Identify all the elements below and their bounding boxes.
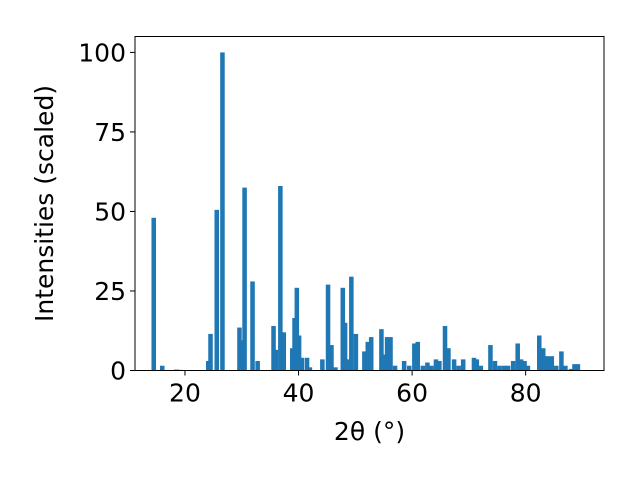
- bar: [333, 367, 338, 371]
- bar: [525, 365, 531, 371]
- bar: [515, 343, 520, 371]
- bar: [518, 359, 524, 371]
- bar: [559, 351, 564, 371]
- x-tick-label: 80: [510, 379, 542, 408]
- bar: [415, 341, 421, 371]
- bar: [406, 365, 412, 371]
- bar: [278, 186, 283, 371]
- bar: [325, 284, 331, 371]
- bar: [281, 332, 287, 371]
- bars-group: [151, 52, 581, 371]
- bar: [388, 337, 393, 371]
- bar: [488, 345, 493, 371]
- bar: [271, 325, 276, 371]
- bar: [474, 359, 480, 371]
- bar: [299, 357, 305, 371]
- bar: [273, 349, 279, 371]
- x-tick-label: 20: [169, 379, 201, 408]
- bar: [497, 365, 502, 371]
- bar: [505, 365, 511, 371]
- bar: [220, 52, 225, 371]
- y-tick-label: 100: [78, 38, 126, 67]
- bar: [442, 325, 448, 371]
- bar: [425, 362, 430, 371]
- bar: [392, 365, 398, 371]
- y-tick-label: 75: [94, 118, 126, 147]
- bar: [294, 287, 300, 371]
- plot-frame: [134, 36, 605, 371]
- bar: [446, 348, 451, 371]
- bar: [368, 337, 374, 371]
- bar: [384, 337, 390, 371]
- bar: [437, 360, 442, 371]
- bar: [544, 356, 550, 371]
- bar: [420, 365, 426, 371]
- bar: [537, 335, 542, 371]
- bar: [522, 360, 527, 371]
- y-axis-label: Intensities (scaled): [30, 85, 59, 322]
- bar: [379, 329, 384, 371]
- bar: [563, 365, 568, 371]
- bar: [214, 209, 220, 371]
- bar: [401, 360, 407, 371]
- bar: [349, 276, 354, 371]
- bar: [151, 217, 157, 371]
- bar: [429, 365, 434, 371]
- bar: [304, 357, 310, 371]
- bar: [329, 345, 334, 371]
- bar: [353, 333, 359, 371]
- bar: [510, 360, 516, 371]
- bar: [307, 367, 313, 371]
- bar: [471, 357, 477, 371]
- bar: [501, 365, 507, 371]
- bar: [478, 365, 484, 371]
- y-axis-ticks: 0 25 50 75 100: [78, 38, 135, 386]
- bar: [159, 365, 165, 371]
- bar: [346, 359, 351, 371]
- bar: [540, 348, 546, 371]
- bar: [296, 335, 302, 371]
- bar: [365, 341, 371, 371]
- bar: [381, 354, 387, 371]
- bar: [456, 365, 461, 371]
- bar: [239, 340, 245, 371]
- bar: [320, 359, 325, 371]
- y-tick-label: 0: [110, 357, 126, 386]
- bar: [572, 364, 577, 371]
- x-axis-ticks: 20 40 60 80: [169, 370, 542, 408]
- bar: [255, 360, 260, 371]
- bar: [412, 343, 417, 371]
- bar: [460, 359, 466, 371]
- bar: [568, 368, 574, 371]
- bar: [242, 187, 247, 371]
- bar: [433, 359, 439, 371]
- bar: [205, 360, 211, 371]
- bar: [451, 359, 457, 371]
- bar: [554, 365, 559, 371]
- bar: [549, 356, 555, 371]
- bar: [362, 351, 367, 371]
- bar: [575, 364, 581, 371]
- bar: [208, 333, 213, 371]
- bar: [250, 281, 255, 371]
- x-tick-label: 40: [283, 379, 315, 408]
- x-tick-label: 60: [396, 379, 428, 408]
- bar: [342, 322, 348, 371]
- bar: [492, 360, 498, 371]
- y-tick-label: 25: [94, 277, 126, 306]
- x-axis-label: 2θ (°): [334, 417, 405, 446]
- y-tick-label: 50: [94, 197, 126, 226]
